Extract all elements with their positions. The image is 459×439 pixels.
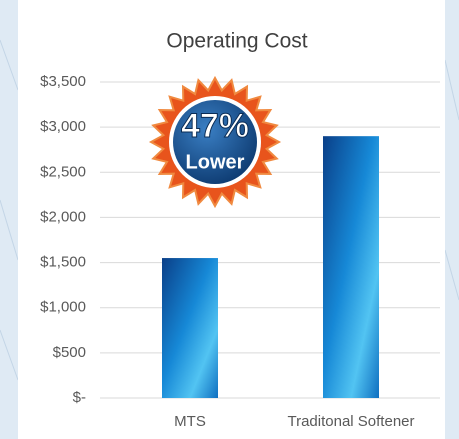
badge-percent: 47% xyxy=(181,107,249,145)
badge: 47% Lower xyxy=(151,78,279,206)
chart-title: Operating Cost xyxy=(166,30,307,53)
y-tick-label: $500 xyxy=(53,344,86,361)
y-tick-label: $3,500 xyxy=(40,73,86,90)
y-tick-label: $1,000 xyxy=(40,299,86,316)
y-tick-label: $2,500 xyxy=(40,163,86,180)
y-tick-label: $2,000 xyxy=(40,208,86,225)
y-tick-label: $3,000 xyxy=(40,118,86,135)
y-tick-label: $- xyxy=(73,389,86,406)
y-tick-label: $1,500 xyxy=(40,254,86,271)
badge-text: Lower xyxy=(186,151,245,173)
x-tick-label: Traditonal Softener xyxy=(287,413,414,430)
page: Operating Cost $- $500 $1,000 $1,500 $2,000 $… xyxy=(0,0,459,439)
x-tick-label: MTS xyxy=(174,413,206,430)
bar xyxy=(323,136,379,398)
chart: Operating Cost $- $500 $1,000 $1,500 $2,000 $… xyxy=(0,0,459,439)
bar xyxy=(162,258,218,398)
